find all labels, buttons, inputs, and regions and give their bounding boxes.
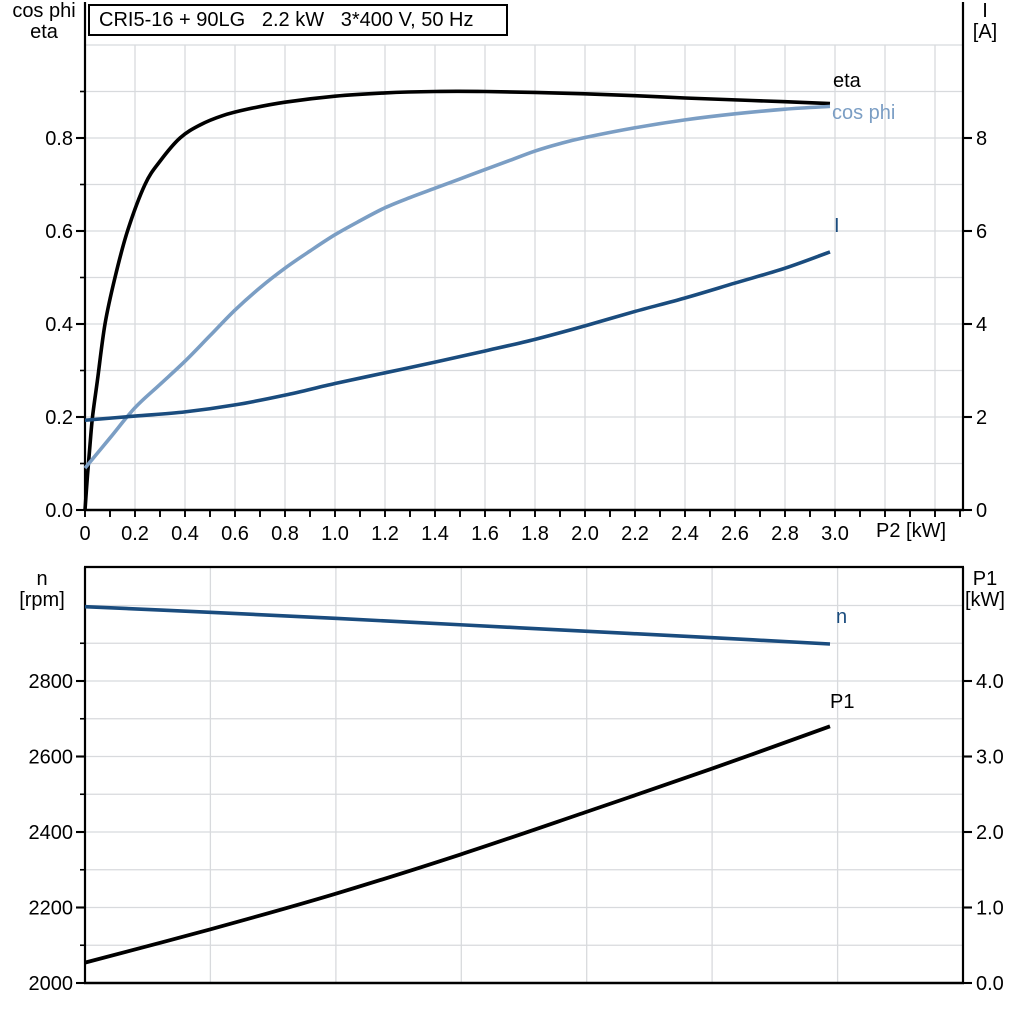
svg-text:0.2: 0.2 bbox=[45, 407, 73, 429]
motor-efficiency-current-chart-series-I bbox=[84, 250, 831, 423]
svg-text:0.6: 0.6 bbox=[45, 221, 73, 243]
motor-efficiency-current-chart-grid bbox=[85, 44, 963, 510]
motor-efficiency-current-chart-series-cos-phi bbox=[83, 104, 831, 470]
svg-text:2.2: 2.2 bbox=[621, 523, 649, 545]
svg-text:1.4: 1.4 bbox=[421, 523, 449, 545]
svg-text:8: 8 bbox=[976, 128, 987, 150]
chart-title-box: CRI5-16 + 90LG 2.2 kW 3*400 V, 50 Hz bbox=[88, 4, 508, 36]
svg-text:3.0: 3.0 bbox=[976, 747, 1004, 769]
svg-text:4.0: 4.0 bbox=[976, 671, 1004, 693]
svg-text:2: 2 bbox=[976, 407, 987, 429]
speed-axis-title-line1: n bbox=[36, 568, 48, 590]
svg-text:2.0: 2.0 bbox=[571, 523, 599, 545]
bottom-chart-right-axis-title: P1 [kW] bbox=[950, 569, 1020, 611]
svg-text:2.8: 2.8 bbox=[771, 523, 799, 545]
speed-inputpower-chart-series-P1 bbox=[84, 724, 831, 965]
curve-label-current: I bbox=[834, 215, 840, 237]
speed-inputpower-chart-ticks-labels: 2000 2200 2400 2600 2800 0.0 1.0 2.0 3.0 4.0 bbox=[29, 642, 1004, 995]
power-axis-title-line1: P1 bbox=[972, 568, 998, 590]
svg-text:0.4: 0.4 bbox=[45, 314, 73, 336]
left-axis-title-line2: eta bbox=[30, 21, 58, 43]
svg-text:0.0: 0.0 bbox=[976, 973, 1004, 995]
svg-text:2600: 2600 bbox=[29, 747, 74, 769]
svg-text:2.0: 2.0 bbox=[976, 822, 1004, 844]
svg-text:0.2: 0.2 bbox=[121, 523, 149, 545]
curve-label-eta: eta bbox=[833, 70, 861, 92]
x-axis-label: P2 [kW] bbox=[876, 520, 947, 542]
svg-text:1.2: 1.2 bbox=[371, 523, 399, 545]
speed-inputpower-chart-grid bbox=[85, 567, 963, 983]
speed-inputpower-chart-series-n bbox=[84, 604, 831, 646]
motor-efficiency-current-chart-ticks-labels: 0 0.2 0.4 0.6 0.8 1.0 1.2 1.4 1.6 1.8 2.0 2.2 2.4 2.6… bbox=[45, 90, 987, 545]
svg-text:1.8: 1.8 bbox=[521, 523, 549, 545]
svg-text:2000: 2000 bbox=[29, 973, 74, 995]
curve-label-input-power: P1 bbox=[830, 691, 855, 713]
svg-text:2400: 2400 bbox=[29, 822, 74, 844]
right-axis-title-line1: I bbox=[982, 0, 988, 22]
speed-inputpower-chart-axes bbox=[83, 565, 965, 985]
svg-text:6: 6 bbox=[976, 221, 987, 243]
svg-text:0.0: 0.0 bbox=[45, 500, 73, 522]
svg-text:0: 0 bbox=[976, 500, 987, 522]
speed-axis-title-line2: [rpm] bbox=[19, 589, 65, 611]
svg-text:0.8: 0.8 bbox=[45, 128, 73, 150]
svg-text:0: 0 bbox=[79, 523, 90, 545]
top-chart-left-axis-title: cos phi eta bbox=[4, 1, 84, 43]
curve-label-cos-phi: cos phi bbox=[832, 102, 896, 124]
svg-text:2800: 2800 bbox=[29, 671, 74, 693]
power-axis-title-line2: [kW] bbox=[965, 589, 1005, 611]
svg-text:2.6: 2.6 bbox=[721, 523, 749, 545]
svg-text:2200: 2200 bbox=[29, 898, 74, 920]
svg-text:0.4: 0.4 bbox=[171, 523, 199, 545]
svg-text:1.0: 1.0 bbox=[321, 523, 349, 545]
chart-title: CRI5-16 + 90LG 2.2 kW 3*400 V, 50 Hz bbox=[99, 9, 474, 31]
motor-efficiency-current-chart-axes bbox=[83, 2, 965, 512]
left-axis-title-line1: cos phi bbox=[12, 0, 76, 22]
svg-text:0.6: 0.6 bbox=[221, 523, 249, 545]
svg-text:1.0: 1.0 bbox=[976, 898, 1004, 920]
svg-text:3.0: 3.0 bbox=[821, 523, 849, 545]
motor-efficiency-current-chart-series-eta bbox=[83, 89, 831, 511]
right-axis-title-line2: [A] bbox=[972, 21, 998, 43]
svg-text:2.4: 2.4 bbox=[671, 523, 699, 545]
svg-text:1.6: 1.6 bbox=[471, 523, 499, 545]
bottom-chart-left-axis-title: n [rpm] bbox=[2, 569, 82, 611]
curve-label-speed: n bbox=[836, 606, 848, 628]
svg-text:0.8: 0.8 bbox=[271, 523, 299, 545]
svg-text:4: 4 bbox=[976, 314, 987, 336]
top-chart-right-axis-title: I [A] bbox=[952, 1, 1018, 43]
